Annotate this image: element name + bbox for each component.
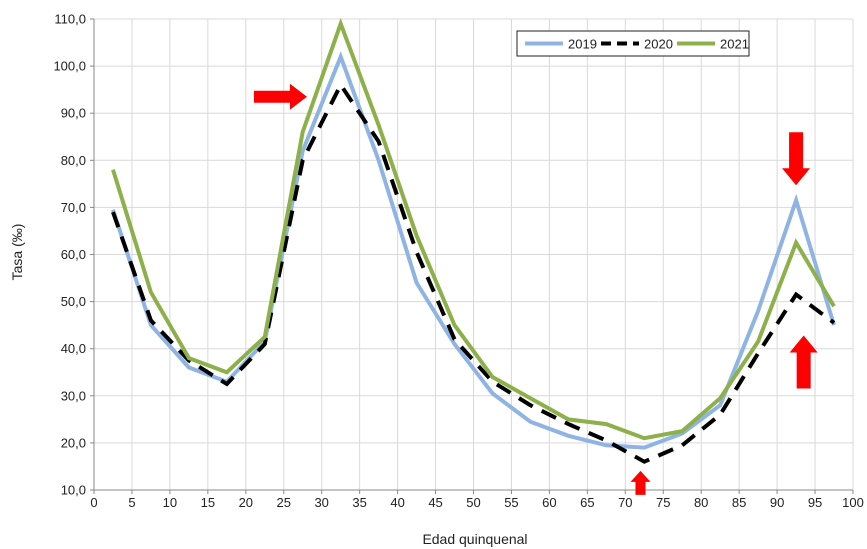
series-layer — [111, 17, 836, 464]
x-tick-label: 0 — [90, 495, 97, 510]
x-tick-label: 30 — [314, 495, 328, 510]
arrow-up-icon — [630, 470, 651, 495]
y-tick-label: 60,0 — [61, 247, 86, 262]
x-tick-label: 95 — [808, 495, 822, 510]
x-tick-label: 10 — [163, 495, 177, 510]
y-tick-label: 90,0 — [61, 106, 86, 121]
arrow-right-icon — [253, 83, 307, 110]
y-tick-label: 50,0 — [61, 294, 86, 309]
x-tick-label: 20 — [239, 495, 253, 510]
x-tick-label: 25 — [277, 495, 291, 510]
y-tick-label: 40,0 — [61, 341, 86, 356]
x-axis-title: Edad quinquenal — [422, 531, 527, 547]
y-tick-label: 70,0 — [61, 200, 86, 215]
y-tick-label: 10,0 — [61, 483, 86, 498]
x-tick-label: 80 — [694, 495, 708, 510]
x-tick-label: 90 — [770, 495, 784, 510]
gridlines — [93, 18, 854, 491]
arrow-up-icon — [789, 335, 818, 389]
y-tick-label: 30,0 — [61, 388, 86, 403]
x-tick-label: 60 — [542, 495, 556, 510]
x-tick-label: 55 — [504, 495, 518, 510]
legend-label-2019: 2019 — [568, 37, 597, 52]
x-tick-label: 70 — [618, 495, 632, 510]
y-tick-label: 110,0 — [54, 12, 86, 27]
x-tick-label: 65 — [580, 495, 594, 510]
arrow-down-icon — [782, 132, 811, 186]
series-line-2019 — [111, 51, 836, 450]
x-tick-label: 100 — [842, 495, 864, 510]
legend-label-2020: 2020 — [644, 37, 673, 52]
series-line-2020 — [111, 80, 836, 464]
y-tick-label: 20,0 — [61, 435, 86, 450]
x-tick-label: 35 — [352, 495, 366, 510]
x-tick-label: 45 — [428, 495, 442, 510]
axes: 0 5 10 15 20 25 30 35 40 45 50 55 60 65 70 75 80 85 90 95 10… — [53, 12, 863, 511]
x-tick-label: 75 — [656, 495, 670, 510]
x-tick-label: 85 — [732, 495, 746, 510]
legend-label-2021: 2021 — [720, 37, 749, 52]
x-tick-label: 15 — [201, 495, 215, 510]
y-axis-title: Tasa (‰) — [9, 224, 25, 281]
x-tick-label: 50 — [466, 495, 480, 510]
y-tick-label: 80,0 — [61, 153, 86, 168]
annotations — [253, 83, 818, 495]
x-tick-label: 40 — [390, 495, 404, 510]
x-tick-label: 5 — [128, 495, 135, 510]
series-line-2021 — [111, 17, 836, 441]
y-tick-label: 100,0 — [53, 59, 86, 74]
legend: 2019 2020 2021 — [516, 30, 750, 57]
